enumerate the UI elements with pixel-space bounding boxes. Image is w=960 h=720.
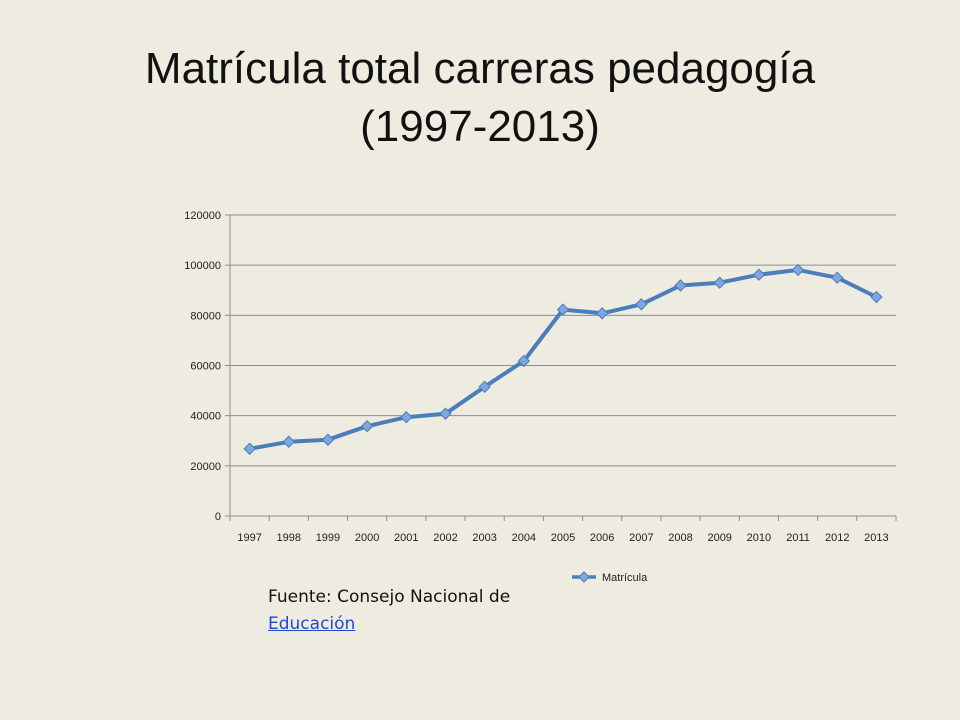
source-link[interactable]: Educación bbox=[268, 614, 356, 634]
x-tick-label: 1997 bbox=[237, 532, 261, 544]
data-point bbox=[400, 410, 413, 424]
data-point bbox=[517, 354, 531, 368]
legend-label: Matrícula bbox=[602, 572, 648, 584]
x-tick-label: 2003 bbox=[472, 532, 496, 544]
y-tick-label: 100000 bbox=[184, 260, 221, 272]
data-point bbox=[321, 433, 335, 446]
y-tick-label: 80000 bbox=[190, 310, 221, 322]
data-point bbox=[752, 268, 766, 281]
slide-title: Matrícula total carreras pedagogía (1997… bbox=[0, 40, 960, 156]
x-tick-label: 2004 bbox=[512, 532, 536, 544]
x-tick-label: 2007 bbox=[629, 532, 653, 544]
data-point bbox=[282, 435, 295, 448]
data-point bbox=[556, 303, 570, 316]
series-line bbox=[247, 267, 879, 451]
x-tick-label: 2000 bbox=[355, 532, 379, 544]
data-point bbox=[243, 442, 256, 455]
y-tick-label: 0 bbox=[215, 511, 221, 523]
title-line-1: Matrícula total carreras pedagogía bbox=[144, 44, 816, 93]
data-point bbox=[674, 279, 687, 292]
x-tick-label: 2013 bbox=[864, 532, 888, 544]
source-prefix: Fuente: Consejo Nacional de bbox=[268, 587, 511, 607]
x-tick-label: 2008 bbox=[668, 532, 692, 544]
data-point bbox=[360, 419, 374, 433]
x-tick-label: 2005 bbox=[551, 532, 575, 544]
x-tick-label: 2012 bbox=[825, 532, 849, 544]
data-point bbox=[439, 407, 452, 420]
x-tick-label: 2001 bbox=[394, 532, 418, 544]
y-tick-label: 20000 bbox=[190, 461, 221, 473]
y-tick-label: 40000 bbox=[190, 411, 221, 423]
y-tick-label: 120000 bbox=[184, 210, 221, 222]
title-line-2: (1997-2013) bbox=[360, 102, 600, 151]
x-tick-label: 2010 bbox=[747, 532, 771, 544]
x-tick-label: 2006 bbox=[590, 532, 614, 544]
data-point bbox=[635, 298, 648, 311]
x-tick-label: 1998 bbox=[277, 532, 301, 544]
x-tick-label: 1999 bbox=[316, 532, 340, 544]
x-tick-label: 2011 bbox=[786, 532, 810, 544]
data-point bbox=[595, 307, 609, 320]
x-tick-label: 2002 bbox=[433, 532, 457, 544]
x-tick-label: 2009 bbox=[707, 532, 731, 544]
legend-marker bbox=[578, 571, 590, 583]
data-point bbox=[713, 276, 726, 289]
y-tick-label: 60000 bbox=[190, 361, 221, 373]
data-point bbox=[791, 263, 805, 277]
data-point bbox=[870, 290, 883, 304]
data-point bbox=[478, 380, 491, 394]
source-note: Fuente: Consejo Nacional de Educación bbox=[268, 584, 568, 638]
data-point bbox=[831, 271, 844, 284]
